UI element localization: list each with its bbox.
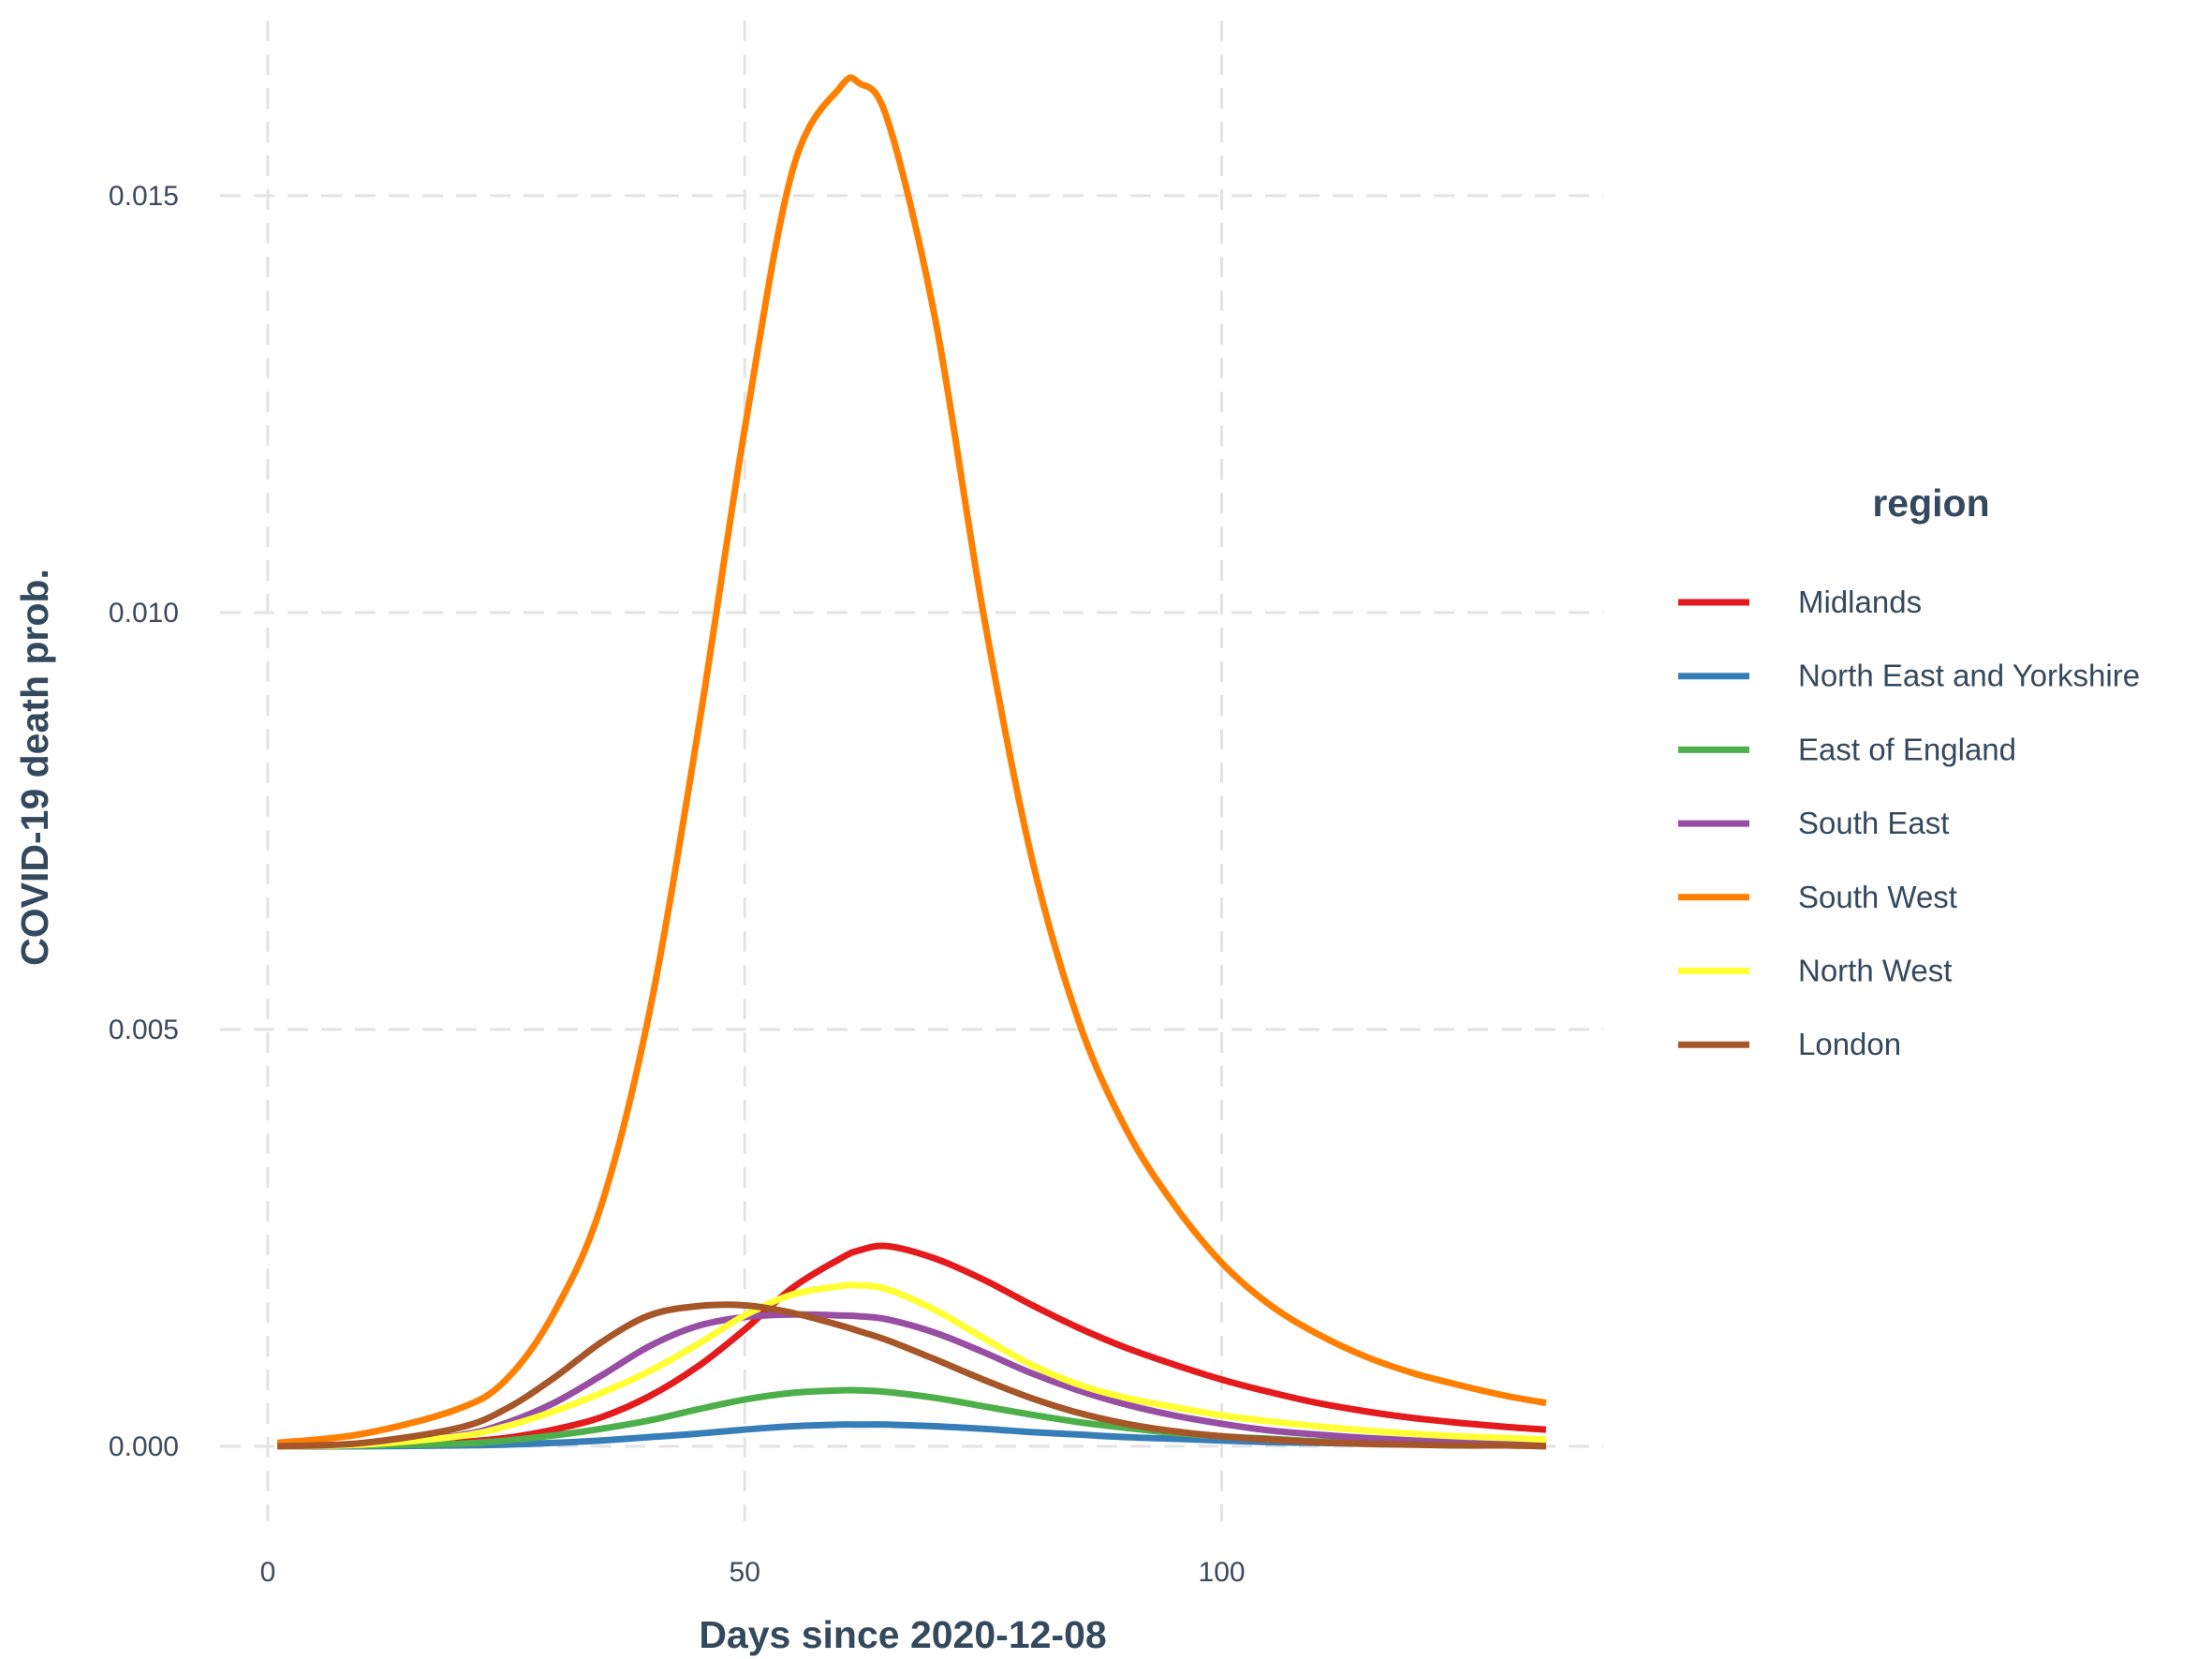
x-tick-label-0: 0 — [260, 1557, 276, 1588]
series-line-london — [276, 1301, 1546, 1450]
legend-item-north-west: North West — [1678, 954, 1952, 988]
x-tick-label-2: 100 — [1199, 1557, 1246, 1588]
legend-label-south-west: South West — [1798, 880, 1957, 914]
legend-label-south-east: South East — [1798, 806, 1949, 840]
legend-item-south-east: South East — [1678, 806, 1949, 840]
y-tick-label-1: 0.005 — [109, 1015, 179, 1045]
tick-labels: 0 50 100 0.000 0.005 0.010 0.015 — [109, 181, 1246, 1588]
legend-item-south-west: South West — [1678, 880, 1957, 914]
series-lines — [276, 74, 1547, 1450]
grid-lines — [220, 21, 1603, 1521]
series-line-north-west — [277, 1281, 1547, 1450]
y-tick-label-3: 0.015 — [109, 181, 179, 212]
series-line-midlands — [277, 1242, 1547, 1450]
legend-title: region — [1872, 481, 1989, 525]
x-tick-label-1: 50 — [730, 1557, 760, 1588]
legend: region Midlands North East and Yorkshire E… — [1678, 481, 2140, 1061]
series-line-south-west — [276, 74, 1547, 1446]
legend-item-north-east-and-yorkshire: North East and Yorkshire — [1678, 659, 2140, 693]
legend-item-midlands: Midlands — [1678, 585, 1922, 619]
series-line-south-east — [277, 1311, 1546, 1450]
y-axis-title: COVID-19 death prob. — [13, 569, 56, 966]
legend-label-midlands: Midlands — [1798, 585, 1922, 619]
y-tick-label-2: 0.010 — [109, 598, 179, 629]
legend-label-london: London — [1798, 1027, 1901, 1061]
legend-label-north-east-and-yorkshire: North East and Yorkshire — [1798, 659, 2140, 693]
y-tick-label-0: 0.000 — [109, 1431, 179, 1462]
legend-label-east-of-england: East of England — [1798, 732, 2016, 766]
legend-item-east-of-england: East of England — [1678, 732, 2016, 766]
legend-label-north-west: North West — [1798, 954, 1952, 988]
x-axis-title: Days since 2020-12-08 — [699, 1613, 1106, 1656]
legend-item-london: London — [1678, 1027, 1901, 1061]
